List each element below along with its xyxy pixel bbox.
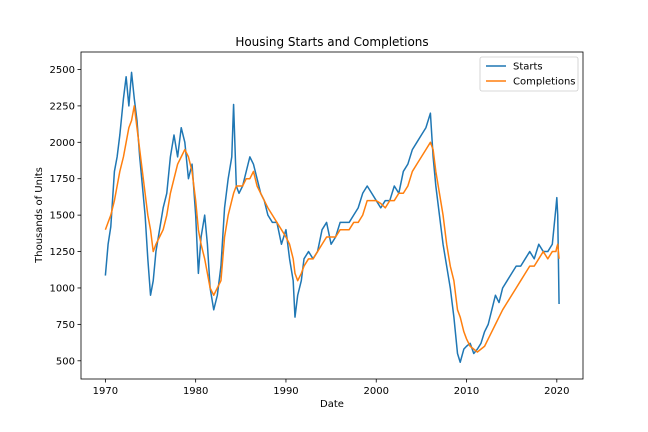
legend: Starts Completions — [479, 56, 579, 92]
legend-label-completions: Completions — [513, 77, 576, 88]
x-tick-label: 2010 — [454, 386, 479, 397]
y-tick-label: 750 — [56, 320, 75, 331]
y-tick-label: 2500 — [50, 65, 75, 76]
y-axis: 500 750 1000 1250 1500 1750 2000 2250 2500 — [50, 65, 81, 367]
y-tick-label: 2250 — [50, 101, 75, 112]
series-line-starts — [104, 71, 560, 363]
x-tick-label: 1970 — [93, 386, 118, 397]
x-tick-label: 1980 — [183, 386, 208, 397]
x-tick-label: 1990 — [273, 386, 298, 397]
y-tick-label: 1000 — [50, 283, 75, 294]
series-line-completions — [104, 105, 560, 353]
x-tick-label: 2000 — [364, 386, 389, 397]
chart-title: Housing Starts and Completions — [235, 35, 428, 49]
series-layer — [104, 71, 560, 363]
y-tick-label: 1250 — [50, 247, 75, 258]
y-tick-label: 2000 — [50, 138, 75, 149]
y-tick-label: 1750 — [50, 174, 75, 185]
y-tick-label: 500 — [56, 356, 75, 367]
x-axis-label: Date — [320, 399, 344, 410]
x-tick-label: 2020 — [544, 386, 569, 397]
y-tick-label: 1500 — [50, 211, 75, 222]
x-axis: 1970 1980 1990 2000 2010 2020 — [93, 379, 570, 397]
legend-label-starts: Starts — [513, 62, 543, 73]
y-axis-label: Thousands of Units — [34, 167, 45, 264]
